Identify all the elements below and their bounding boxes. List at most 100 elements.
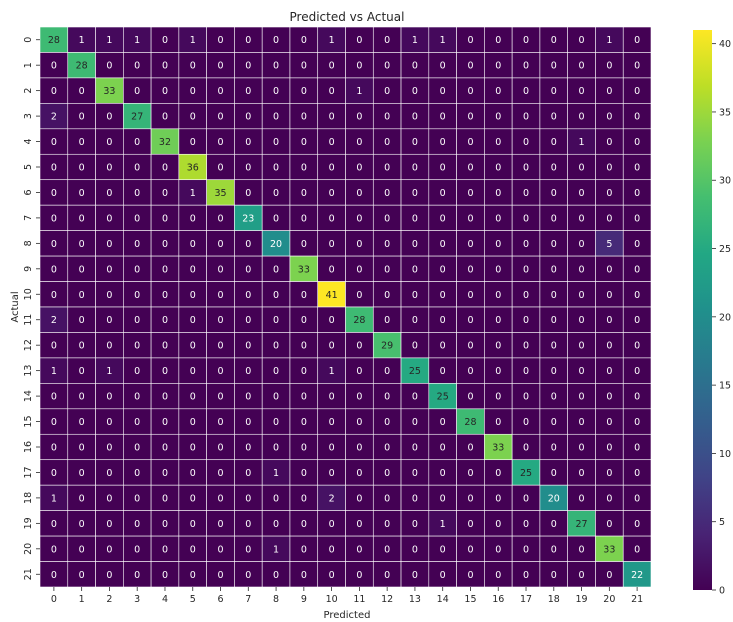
heatmap-cell-label: 0 [412,137,418,148]
heatmap-cell-label: 0 [79,315,85,326]
heatmap-cell-label: 0 [495,112,501,123]
heatmap-cell-label: 0 [273,188,279,199]
heatmap-cell [317,535,346,562]
heatmap-cell-label: 0 [134,264,140,275]
heatmap-cell [178,26,207,53]
heatmap-cell-label: 0 [579,315,585,326]
y-tick-label: 3 [23,113,34,119]
heatmap-cell [539,255,568,282]
heatmap-cell [456,357,485,384]
heatmap-cell-label: 0 [51,264,57,275]
heatmap-cell [234,26,263,53]
heatmap-cell-label: 0 [551,519,557,530]
heatmap-cell [428,103,457,130]
heatmap-cell-label: 0 [134,290,140,301]
heatmap-cell-label: 0 [356,163,362,174]
heatmap-cell-label: 0 [467,443,473,454]
heatmap-cell [567,230,596,257]
heatmap-cell-label: 0 [495,544,501,555]
heatmap-cell-label: 20 [270,239,282,250]
heatmap-cell-label: 0 [495,35,501,46]
heatmap-cell [289,408,319,435]
heatmap-cell-label: 0 [495,468,501,479]
heatmap-cell-label: 0 [217,366,223,377]
heatmap-cell [539,357,568,384]
heatmap-cell [261,484,291,511]
heatmap-cell-label: 0 [606,468,612,479]
heatmap-cell-label: 0 [523,544,529,555]
heatmap-cell-label: 0 [579,86,585,97]
heatmap-cell [400,535,430,562]
heatmap-cell-label: 0 [134,315,140,326]
heatmap-cell [289,357,319,384]
heatmap-cell [511,459,541,486]
heatmap-cell-label: 0 [245,443,251,454]
heatmap-cell-label: 0 [412,264,418,275]
heatmap-cell [234,535,263,562]
heatmap-cell-label: 0 [384,239,390,250]
heatmap-cell [67,510,96,537]
heatmap-cell [595,153,624,181]
heatmap-cell [484,77,513,104]
heatmap-cell-label: 0 [356,112,362,123]
heatmap-cell [622,535,652,562]
heatmap-cell-label: 0 [301,366,307,377]
heatmap-cell-label: 0 [134,570,140,581]
heatmap-cell-label: 0 [356,366,362,377]
heatmap-cell [456,179,485,206]
heatmap-cell-label: 0 [634,61,640,72]
heatmap-cell-label: 0 [79,570,85,581]
heatmap-cell [95,153,124,181]
heatmap-cell [456,535,485,562]
heatmap-cell-label: 0 [384,213,390,224]
heatmap-cell-label: 0 [134,417,140,428]
heatmap-cell-label: 0 [440,290,446,301]
heatmap-cell [511,179,541,206]
colorbar-tick-label: 10 [719,449,731,460]
heatmap-cell-label: 0 [495,137,501,148]
heatmap-cell-label: 0 [79,417,85,428]
heatmap-cell-label: 0 [217,86,223,97]
heatmap-cell-label: 0 [634,366,640,377]
heatmap-cell [150,408,180,435]
heatmap-cell-label: 0 [606,163,612,174]
heatmap-cell [622,510,652,537]
heatmap-cell-label: 0 [190,61,196,72]
heatmap-cell-label: 0 [301,163,307,174]
x-tick-label: 10 [326,594,338,605]
heatmap-cell-label: 0 [551,544,557,555]
heatmap-cell [622,77,652,104]
heatmap-cell [234,332,263,359]
heatmap-cell [261,306,291,333]
heatmap-cell [150,433,180,461]
heatmap-cell-label: 0 [412,86,418,97]
heatmap-cell [484,179,513,206]
heatmap-cell-label: 0 [606,315,612,326]
y-tick-label: 4 [23,139,34,145]
heatmap-cell-label: 28 [464,417,476,428]
heatmap-cell [484,433,513,461]
heatmap-cell [372,535,402,562]
heatmap-cell-label: 0 [523,417,529,428]
heatmap-cell [400,52,430,79]
heatmap-cell-label: 0 [134,341,140,352]
heatmap-cell [150,357,180,384]
heatmap-cell [289,281,319,308]
heatmap-cell-label: 0 [329,213,335,224]
heatmap-cell [622,204,652,231]
y-tick-label: 10 [23,288,34,300]
heatmap-cell-label: 0 [412,112,418,123]
heatmap-cell [317,153,346,181]
heatmap-cell-label: 0 [579,544,585,555]
heatmap-cell [484,153,513,181]
heatmap-cell-label: 0 [384,315,390,326]
heatmap-cell-label: 0 [467,35,473,46]
heatmap-cell-label: 0 [190,366,196,377]
heatmap-cell-label: 0 [412,213,418,224]
heatmap-cell-label: 0 [579,163,585,174]
heatmap-cell [595,510,624,537]
heatmap-cell-label: 0 [384,137,390,148]
x-tick-label: 8 [273,594,279,605]
colorbar-tick-label: 0 [719,586,725,597]
heatmap-cell-label: 0 [51,417,57,428]
